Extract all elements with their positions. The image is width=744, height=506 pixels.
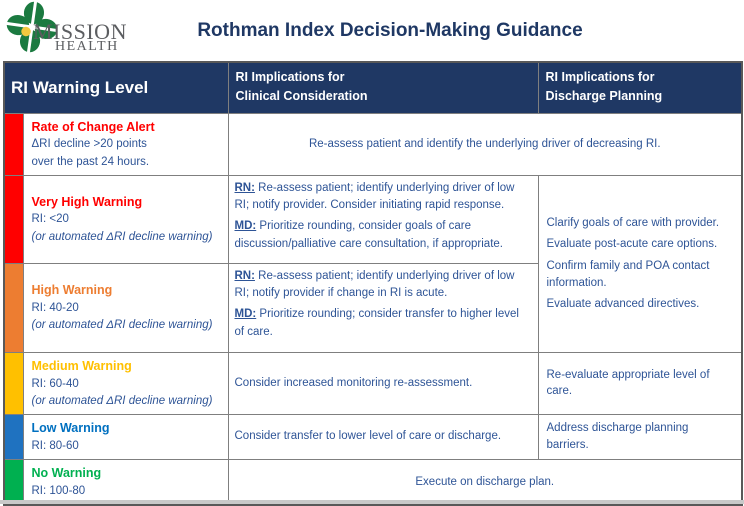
high-rn-line: RN: Re-assess patient; identify underlyi…	[235, 268, 532, 303]
md-text: Prioritize rounding, consider goals of c…	[234, 220, 503, 250]
page-bottom-edge	[0, 500, 744, 504]
header-row: RI Warning Level RI Implications for Cli…	[3, 61, 743, 114]
rate-action-cell: Re-assess patient and identify the under…	[227, 112, 743, 176]
no-warning-action-cell: Execute on discharge plan.	[227, 459, 743, 506]
low-ri-range: RI: 80-60	[31, 439, 79, 452]
md-label: MD:	[234, 220, 257, 233]
page-title: Rothman Index Decision-Making Guidance	[197, 20, 583, 41]
rate-title: Rate of Change Alert	[31, 119, 155, 134]
very-high-ri-range: RI: <20	[31, 213, 69, 226]
high-clinical-cell: RN: Re-assess patient; identify underlyi…	[227, 262, 539, 353]
row-high-warning: High Warning RI: 40-20 (or automated ΔRI…	[3, 262, 742, 353]
very-high-md-line: MD: Prioritize rounding, consider goals …	[235, 218, 532, 253]
high-ri-range: RI: 40-20	[31, 301, 79, 314]
top-bar: MISSION HEALTH Rothman Index Decision-Ma…	[0, 0, 744, 61]
row-rate-of-change: Rate of Change Alert ΔRI decline >20 poi…	[3, 112, 743, 176]
low-color-strip	[3, 414, 24, 460]
header-discharge: RI Implications for Discharge Planning	[537, 61, 743, 114]
no-warning-color-strip	[3, 459, 24, 506]
medium-auto-note: (or automated ΔRI decline warning)	[31, 394, 213, 407]
shared-discharge-cell: Clarify goals of care with provider. Eva…	[537, 174, 743, 353]
logo-word-mission: MISSION	[33, 19, 127, 44]
header-clinical-line1: RI Implications for	[235, 70, 345, 84]
md-label: MD:	[234, 308, 257, 321]
very-high-auto-note: (or automated ΔRI decline warning)	[31, 230, 213, 243]
header-discharge-line1: RI Implications for	[545, 70, 655, 84]
mission-health-flower-icon	[6, 1, 58, 53]
discharge-line-2: Evaluate post-acute care options.	[546, 238, 718, 251]
medium-color-strip	[3, 351, 24, 416]
logo-word-health: HEALTH	[55, 39, 119, 54]
rate-color-strip	[3, 112, 24, 176]
no-warning-level-cell: No Warning RI: 100-80	[22, 459, 229, 506]
rn-label: RN:	[234, 269, 255, 282]
discharge-line-3: Confirm family and POA contact informati…	[546, 259, 710, 289]
very-high-title: Very High Warning	[31, 194, 143, 209]
row-low-warning: Low Warning RI: 80-60 Consider transfer …	[3, 414, 743, 460]
rothman-guidance-table: RI Warning Level RI Implications for Cli…	[3, 61, 743, 506]
header-clinical-line2: Clinical Consideration	[235, 89, 368, 104]
high-title: High Warning	[31, 283, 113, 298]
very-high-level-cell: Very High Warning RI: <20 (or automated …	[22, 174, 229, 264]
medium-level-cell: Medium Warning RI: 60-40 (or automated Δ…	[22, 351, 229, 416]
low-clinical-cell: Consider transfer to lower level of care…	[227, 414, 539, 460]
high-level-cell: High Warning RI: 40-20 (or automated ΔRI…	[22, 262, 229, 353]
very-high-color-strip	[3, 174, 24, 264]
rate-level-cell: Rate of Change Alert ΔRI decline >20 poi…	[22, 112, 229, 176]
header-warning-level-label: RI Warning Level	[11, 77, 149, 97]
low-level-cell: Low Warning RI: 80-60	[22, 414, 229, 460]
high-md-line: MD: Prioritize rounding; consider transf…	[235, 306, 532, 341]
medium-ri-range: RI: 60-40	[31, 377, 79, 390]
very-high-rn-line: RN: Re-assess patient; identify underlyi…	[235, 180, 532, 215]
discharge-line-4: Evaluate advanced directives.	[546, 298, 700, 311]
row-very-high-warning: Very High Warning RI: <20 (or automated …	[3, 174, 743, 353]
rate-detail-1: ΔRI decline >20 points	[31, 138, 147, 151]
no-warning-ri-range: RI: 100-80	[31, 484, 86, 497]
medium-title: Medium Warning	[31, 358, 132, 373]
no-warning-title: No Warning	[31, 466, 102, 480]
discharge-line-1: Clarify goals of care with provider.	[546, 216, 720, 229]
row-medium-warning: Medium Warning RI: 60-40 (or automated Δ…	[3, 351, 743, 416]
header-clinical: RI Implications for Clinical Considerati…	[227, 61, 539, 114]
header-discharge-line2: Discharge Planning	[545, 89, 663, 104]
high-auto-note: (or automated ΔRI decline warning)	[31, 319, 213, 332]
rn-text: Re-assess patient; identify underlying d…	[234, 181, 515, 211]
low-discharge-cell: Address discharge planning barriers.	[537, 414, 743, 460]
rn-label: RN:	[234, 181, 255, 194]
medium-clinical-cell: Consider increased monitoring re-assessm…	[227, 351, 539, 416]
medium-discharge-cell: Re-evaluate appropriate level of care.	[537, 351, 743, 416]
mission-health-logo: MISSION HEALTH	[6, 1, 156, 59]
rn-text: Re-assess patient; identify underlying d…	[234, 269, 515, 299]
very-high-clinical-cell: RN: Re-assess patient; identify underlyi…	[227, 174, 539, 264]
low-title: Low Warning	[31, 421, 110, 435]
rate-detail-2: over the past 24 hours.	[31, 155, 150, 168]
high-color-strip	[3, 262, 24, 353]
header-warning-level: RI Warning Level	[3, 61, 229, 114]
row-no-warning: No Warning RI: 100-80 Execute on dischar…	[3, 459, 743, 506]
md-text: Prioritize rounding; consider transfer t…	[234, 308, 519, 338]
